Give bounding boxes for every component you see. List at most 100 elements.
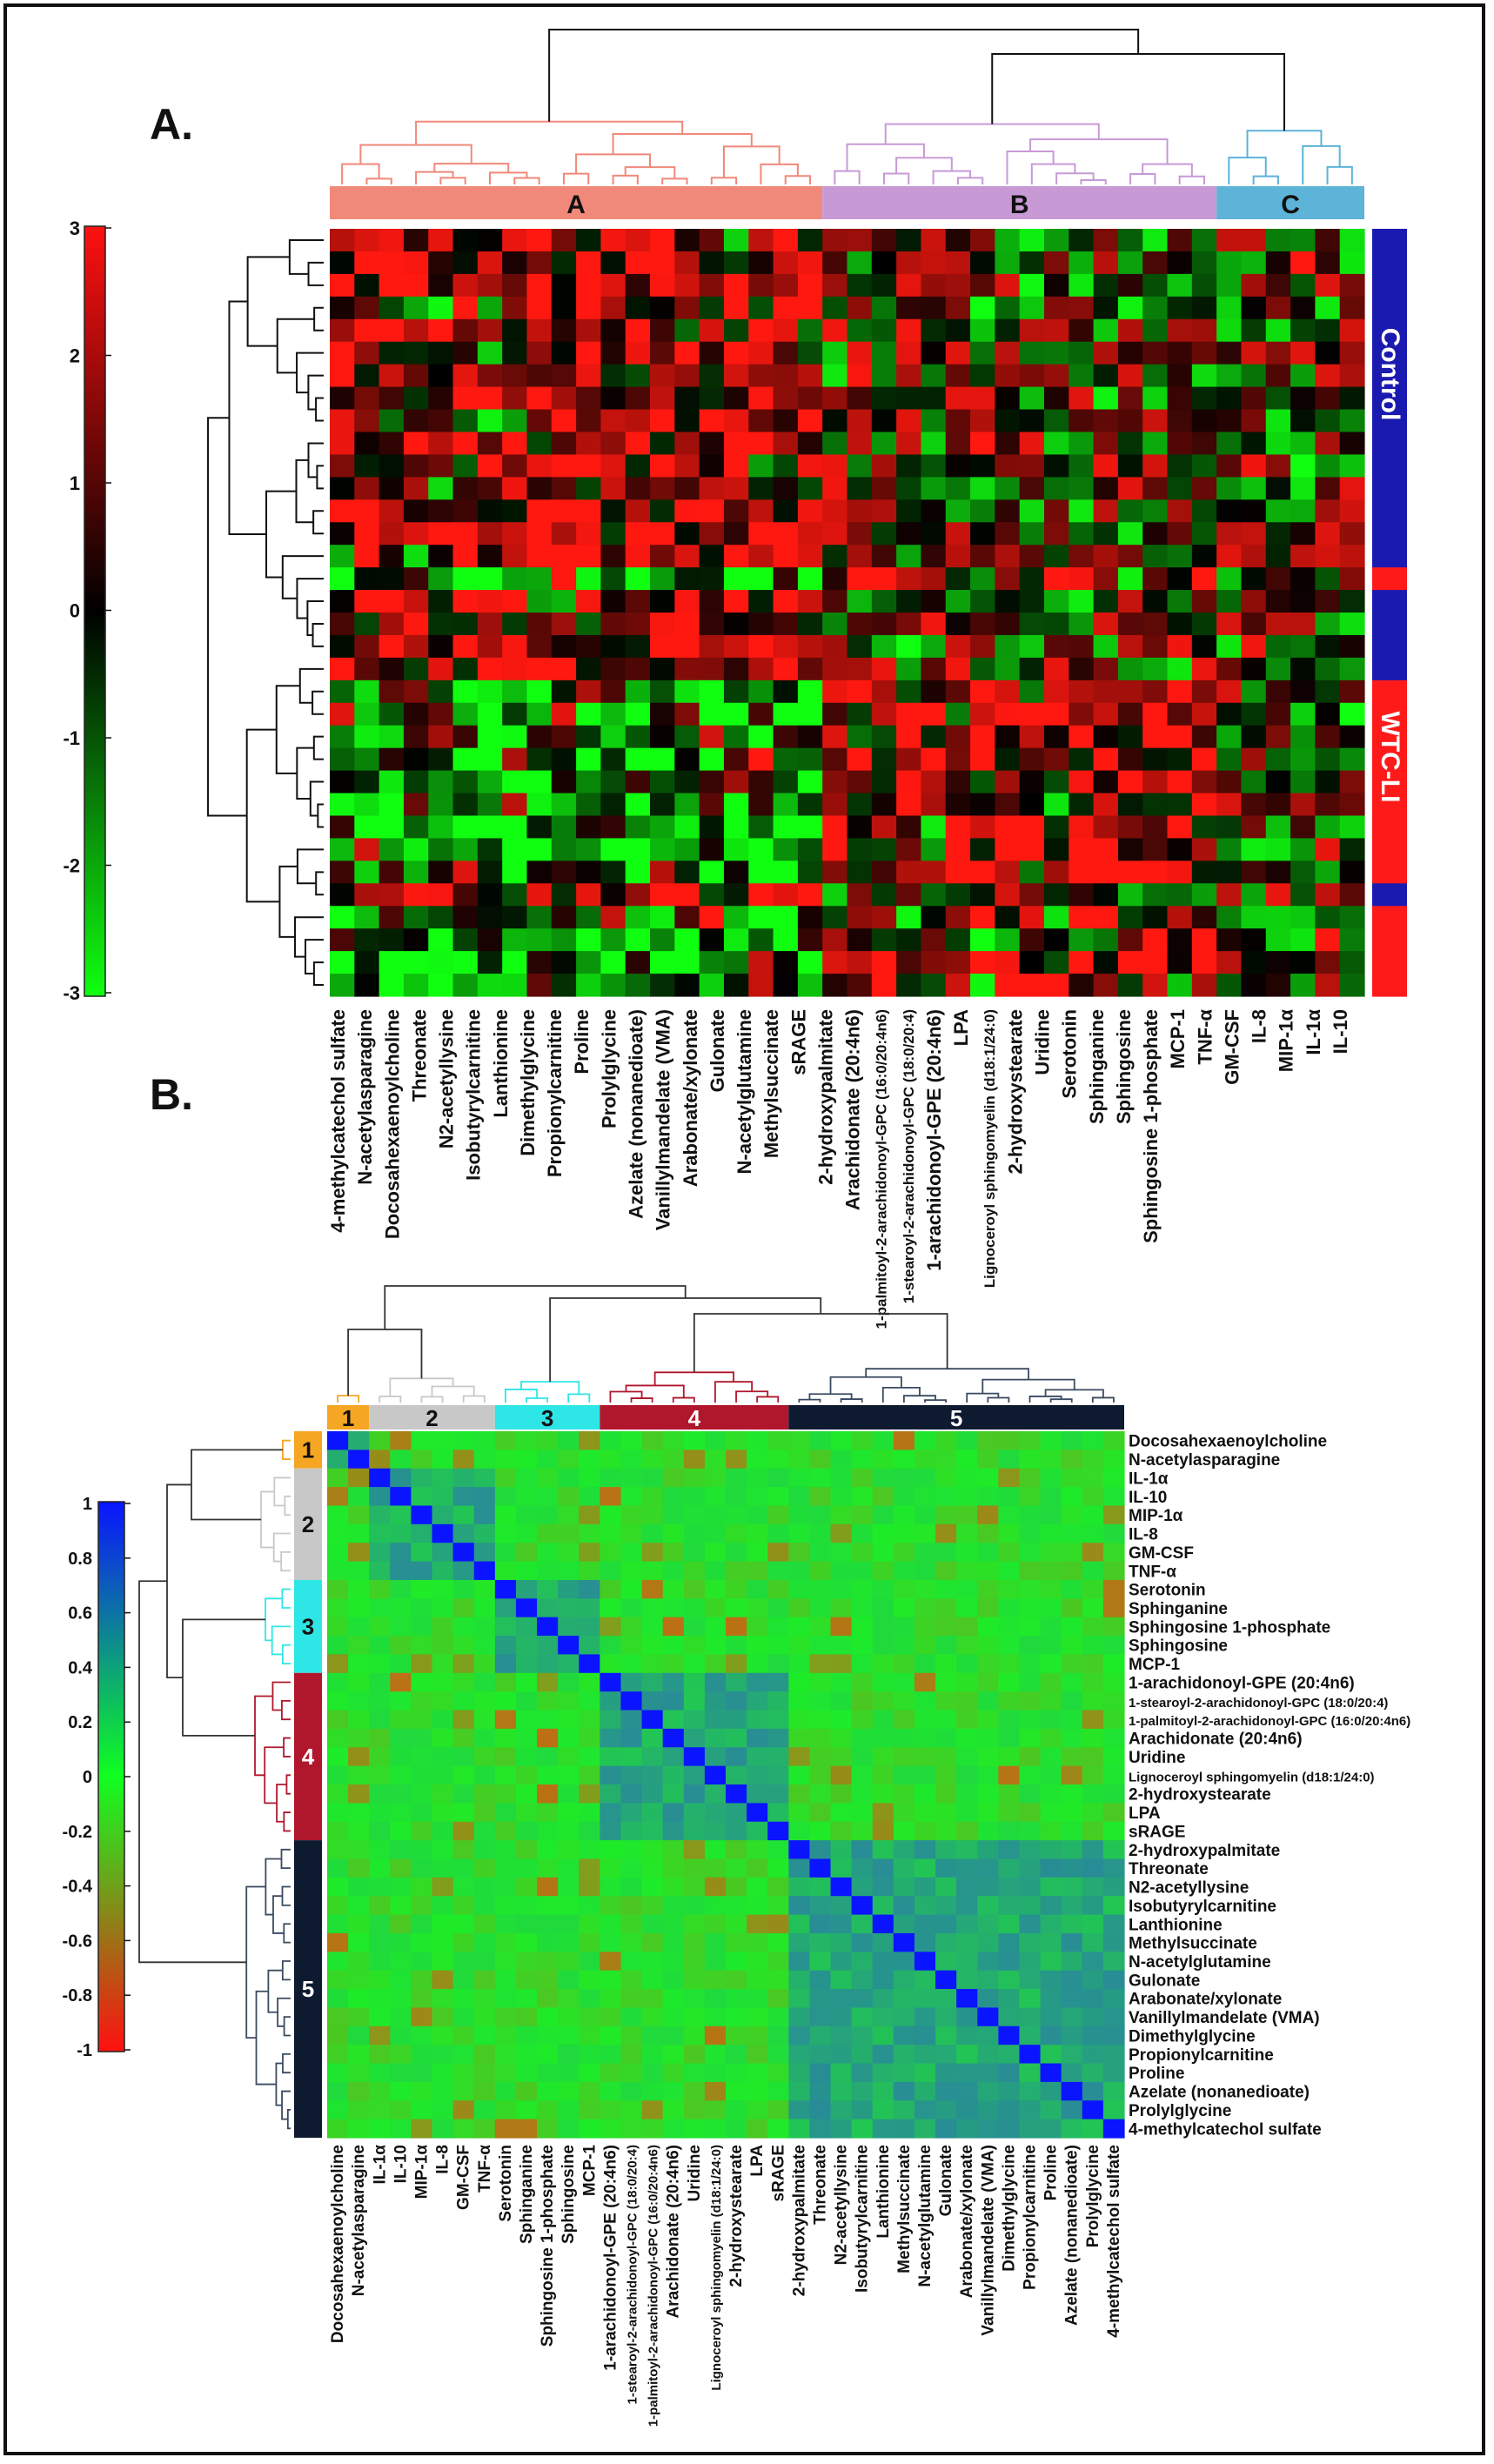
dendrogram-link: [295, 459, 314, 524]
correlation-cell: [1040, 1747, 1062, 1767]
heatmap-cell: [1315, 432, 1341, 456]
correlation-cell: [1019, 1952, 1042, 1972]
heatmap-cell: [797, 477, 823, 500]
correlation-cell: [998, 1636, 1021, 1656]
heatmap-cell: [773, 296, 799, 320]
heatmap-cell: [576, 251, 602, 275]
correlation-cell: [411, 1598, 433, 1618]
correlation-cell: [369, 1710, 391, 1730]
heatmap-cell: [379, 545, 405, 568]
heatmap-cell: [1339, 545, 1365, 568]
correlation-cell: [600, 1803, 622, 1823]
correlation-cell: [327, 1710, 349, 1730]
correlation-cell: [432, 1840, 454, 1860]
heatmap-cell: [995, 545, 1021, 568]
heatmap-cell: [748, 409, 774, 433]
heatmap-cell: [1142, 364, 1169, 388]
dendrogram-link: [1228, 157, 1267, 184]
heatmap-cell: [1216, 702, 1243, 726]
heatmap-cell: [945, 657, 971, 681]
correlation-cell: [998, 1858, 1021, 1878]
correlation-cell: [767, 1765, 789, 1785]
correlation-cell: [641, 1691, 664, 1711]
heatmap-cell: [330, 409, 355, 433]
correlation-cell: [641, 2045, 664, 2065]
heatmap-cell: [1290, 634, 1316, 659]
row-label: 2-hydroxystearate: [1129, 1786, 1271, 1804]
cluster-label-top-2: 2: [425, 1405, 438, 1431]
correlation-cell: [726, 1561, 747, 1581]
correlation-cell: [662, 1523, 685, 1543]
correlation-cell: [809, 1561, 832, 1581]
correlation-cell: [1082, 1598, 1104, 1618]
heatmap-cell: [970, 680, 995, 704]
correlation-cell: [914, 1803, 936, 1823]
heatmap-cell: [330, 793, 355, 817]
heatmap-cell: [797, 770, 823, 794]
heatmap-cell: [526, 815, 553, 840]
heatmap-cell: [1142, 296, 1169, 320]
heatmap-cell: [1117, 409, 1143, 433]
heatmap-cell: [1290, 432, 1316, 456]
heatmap-cell: [600, 974, 626, 997]
correlation-cell: [620, 1468, 643, 1488]
correlation-cell: [537, 1691, 559, 1711]
heatmap-cell: [1216, 657, 1243, 681]
heatmap-cell: [1043, 341, 1069, 365]
correlation-cell: [767, 1561, 789, 1581]
correlation-cell: [1082, 2063, 1104, 2083]
correlation-cell: [494, 1672, 517, 1692]
heatmap-cell: [576, 793, 602, 817]
heatmap-cell: [970, 499, 995, 523]
heatmap-cell: [1019, 251, 1045, 275]
correlation-cell: [348, 1877, 370, 1897]
correlation-cell: [935, 2063, 957, 2083]
heatmap-cell: [477, 341, 503, 365]
heatmap-cell: [797, 860, 823, 884]
correlation-cell: [432, 1710, 454, 1730]
correlation-cell: [515, 2007, 538, 2027]
heatmap-cell: [1241, 974, 1267, 997]
correlation-cell: [956, 1914, 978, 1934]
correlation-cell: [452, 1728, 475, 1748]
correlation-cell: [956, 1505, 978, 1525]
heatmap-cell: [822, 860, 848, 884]
correlation-cell: [537, 2081, 559, 2101]
correlation-cell: [558, 1654, 580, 1674]
row-label: 2-hydroxypalmitate: [1129, 1842, 1280, 1860]
heatmap-cell: [379, 364, 405, 388]
heatmap-cell: [1290, 409, 1316, 433]
colorbar-tick-label: 0.2: [68, 1713, 92, 1732]
correlation-cell: [558, 1505, 580, 1525]
correlation-cell: [1061, 2063, 1083, 2083]
correlation-cell: [809, 1487, 832, 1507]
correlation-cell: [327, 2100, 349, 2120]
correlation-cell: [1040, 2081, 1062, 2101]
correlation-cell: [977, 1747, 999, 1767]
heatmap-cell: [576, 296, 602, 320]
correlation-cell: [704, 2025, 727, 2046]
correlation-cell: [956, 1970, 978, 1990]
heatmap-cell: [1315, 364, 1341, 388]
heatmap-cell: [330, 613, 355, 636]
correlation-cell: [726, 1803, 747, 1823]
correlation-cell: [369, 1784, 391, 1804]
heatmap-cell: [1265, 951, 1291, 974]
correlation-cell: [1082, 1877, 1104, 1897]
heatmap-cell: [502, 657, 528, 681]
correlation-cell: [473, 1450, 496, 1470]
heatmap-cell: [452, 477, 479, 500]
correlation-cell: [704, 1672, 727, 1692]
heatmap-cell: [674, 386, 700, 411]
heatmap-cell: [723, 567, 749, 591]
heatmap-cell: [502, 273, 528, 298]
correlation-cell: [683, 2007, 706, 2027]
heatmap-cell: [526, 793, 553, 817]
heatmap-cell: [1069, 928, 1095, 952]
correlation-cell: [369, 1932, 391, 1952]
correlation-cell: [893, 1617, 915, 1637]
correlation-cell: [327, 1765, 349, 1785]
correlation-cell: [767, 2119, 789, 2139]
dendrogram-link: [282, 1439, 291, 1460]
correlation-cell: [914, 1579, 936, 1599]
